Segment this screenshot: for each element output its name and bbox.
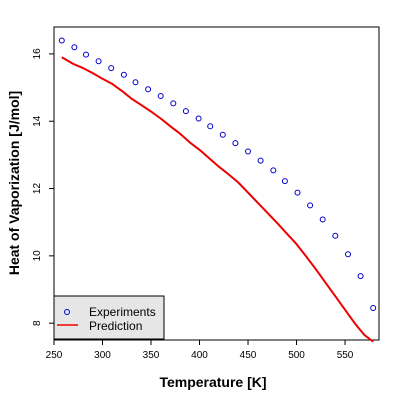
y-tick-label: 10: [32, 250, 43, 262]
experiment-point: [294, 189, 301, 196]
y-tick-label: 14: [32, 115, 43, 127]
x-tick-label: 350: [143, 350, 160, 361]
experiment-point: [307, 202, 314, 209]
experiment-point: [145, 86, 152, 93]
y-axis-title: Heat of Vaporization [J/mol]: [6, 91, 22, 275]
plot-frame: [53, 26, 380, 341]
experiment-point: [157, 93, 164, 99]
experiment-point: [245, 148, 251, 155]
legend: Experiments Prediction: [53, 295, 165, 340]
prediction-line: [61, 56, 374, 343]
experiment-point: [195, 115, 202, 122]
experiment-point: [357, 273, 364, 280]
x-tick-label: 550: [337, 350, 354, 361]
legend-prediction-label: Prediction: [89, 319, 142, 333]
experiment-point: [319, 216, 326, 223]
experiment-point: [207, 123, 214, 130]
x-tick-label: 250: [46, 350, 63, 361]
experiment-point: [108, 65, 115, 72]
experiment-point: [370, 305, 377, 311]
y-axis: 8 10 12 14 16: [32, 48, 54, 326]
experiment-point: [182, 108, 189, 115]
legend-experiments-marker: [64, 309, 70, 315]
experiment-point: [219, 131, 226, 138]
experiment-point: [332, 232, 339, 239]
x-tick-label: 450: [240, 350, 257, 361]
y-tick-label: 16: [32, 48, 43, 60]
experiment-point: [132, 79, 139, 86]
experiment-point: [71, 44, 78, 51]
series-layer: [58, 37, 377, 343]
experiment-point: [281, 178, 288, 185]
experiment-point: [95, 58, 102, 65]
experiment-point: [345, 251, 351, 258]
experiment-point: [232, 140, 239, 147]
x-tick-label: 500: [288, 350, 305, 361]
y-tick-label: 8: [32, 320, 43, 326]
experiment-point: [83, 51, 89, 58]
experiment-point: [270, 167, 277, 174]
experiment-point: [120, 71, 127, 78]
experiment-point: [58, 37, 65, 44]
experiment-point: [257, 157, 264, 164]
legend-experiments-label: Experiments: [89, 305, 156, 319]
x-axis-title: Temperature [K]: [159, 374, 266, 390]
legend-box: [53, 295, 165, 340]
experiment-point: [170, 100, 177, 107]
x-tick-label: 300: [94, 350, 111, 361]
y-tick-label: 12: [32, 183, 43, 195]
x-axis: 250 300 350 400 450 500 550: [46, 340, 354, 361]
x-tick-label: 400: [191, 350, 208, 361]
